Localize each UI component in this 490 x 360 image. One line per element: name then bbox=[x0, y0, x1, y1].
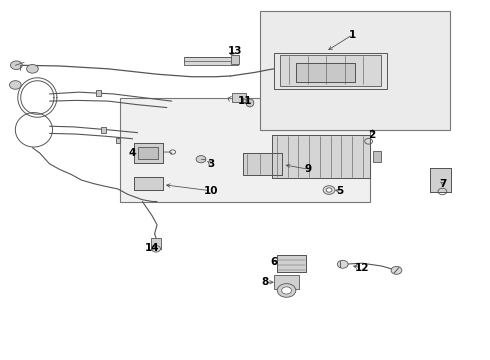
Ellipse shape bbox=[277, 284, 296, 297]
Bar bbox=[116, 138, 121, 143]
Ellipse shape bbox=[282, 287, 292, 294]
Circle shape bbox=[326, 188, 332, 192]
Text: 6: 6 bbox=[270, 257, 278, 267]
Text: 12: 12 bbox=[355, 263, 369, 273]
Bar bbox=[272, 135, 369, 178]
Bar bbox=[313, 62, 325, 69]
Bar bbox=[231, 55, 239, 64]
Circle shape bbox=[152, 246, 160, 252]
Text: 1: 1 bbox=[349, 30, 356, 40]
Bar bbox=[243, 153, 282, 175]
Circle shape bbox=[196, 156, 206, 163]
Bar bbox=[430, 168, 451, 192]
Bar bbox=[232, 93, 246, 102]
Bar bbox=[277, 255, 306, 272]
Polygon shape bbox=[274, 53, 387, 89]
Bar bbox=[96, 90, 101, 96]
Text: 2: 2 bbox=[368, 130, 376, 140]
Bar bbox=[243, 153, 282, 175]
Bar bbox=[134, 143, 163, 163]
Text: 9: 9 bbox=[305, 164, 312, 174]
Circle shape bbox=[9, 81, 21, 89]
Text: 11: 11 bbox=[238, 96, 252, 106]
Bar bbox=[272, 135, 369, 178]
Bar bbox=[134, 143, 163, 163]
Text: 8: 8 bbox=[261, 277, 268, 287]
Bar bbox=[277, 255, 306, 272]
Text: 10: 10 bbox=[203, 186, 218, 196]
Polygon shape bbox=[280, 55, 381, 86]
Bar bbox=[151, 238, 161, 249]
Text: 3: 3 bbox=[207, 159, 215, 169]
Bar bbox=[372, 151, 381, 162]
Bar bbox=[184, 57, 238, 65]
Text: 14: 14 bbox=[145, 243, 159, 253]
Circle shape bbox=[320, 60, 334, 70]
Bar bbox=[121, 98, 369, 202]
Bar bbox=[430, 168, 451, 192]
Bar bbox=[101, 127, 106, 133]
Text: 5: 5 bbox=[337, 186, 344, 196]
Ellipse shape bbox=[246, 99, 254, 107]
Bar bbox=[134, 177, 163, 190]
Bar bbox=[134, 177, 163, 190]
Bar bbox=[274, 275, 299, 289]
Bar bbox=[296, 63, 355, 82]
Text: 4: 4 bbox=[129, 148, 136, 158]
Bar bbox=[139, 147, 158, 159]
Bar bbox=[296, 63, 355, 82]
Circle shape bbox=[391, 266, 402, 274]
Circle shape bbox=[26, 64, 38, 73]
Text: 13: 13 bbox=[228, 46, 243, 56]
Circle shape bbox=[337, 260, 348, 268]
Circle shape bbox=[323, 186, 335, 194]
Bar bbox=[260, 12, 450, 130]
Text: 7: 7 bbox=[439, 179, 446, 189]
Circle shape bbox=[10, 61, 22, 69]
